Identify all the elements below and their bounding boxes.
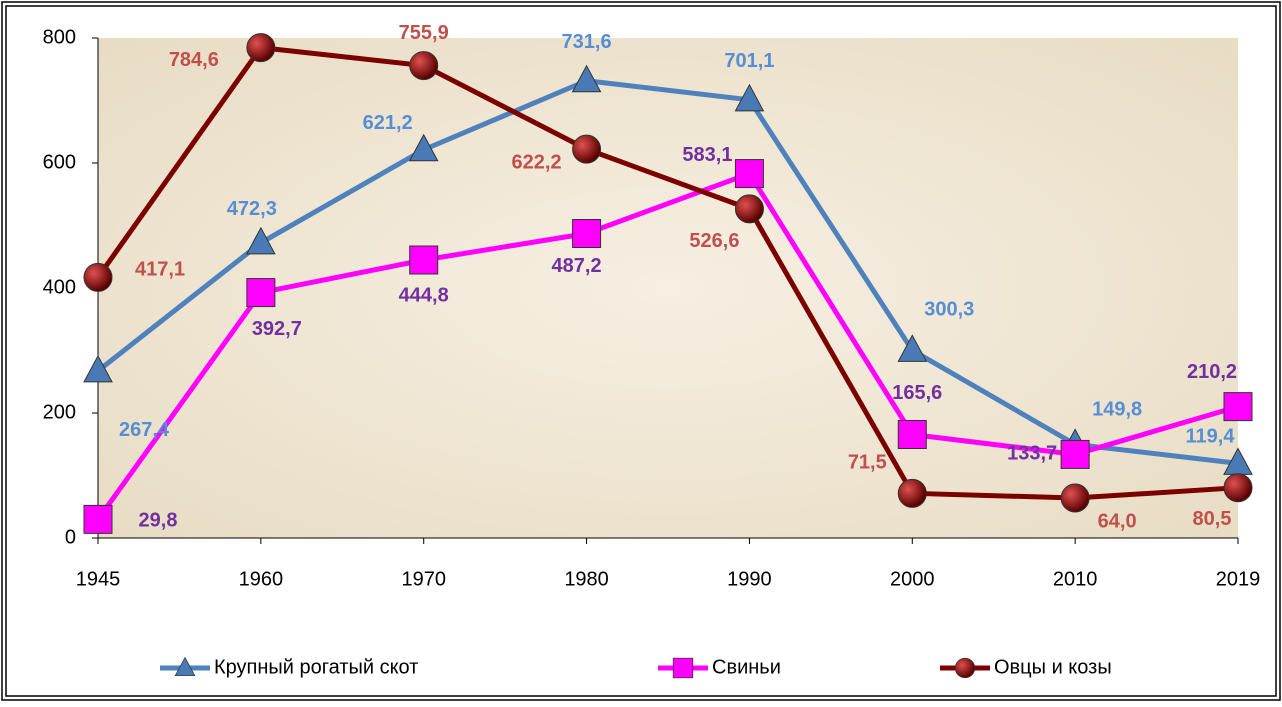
data-point bbox=[83, 504, 113, 534]
data-point bbox=[83, 262, 113, 292]
data-label: 29,8 bbox=[139, 510, 178, 532]
data-label: 417,1 bbox=[135, 259, 185, 281]
data-point bbox=[897, 420, 927, 449]
x-tick-label: 2019 bbox=[1216, 568, 1261, 590]
series-line bbox=[96, 78, 1239, 466]
data-label: 80,5 bbox=[1193, 508, 1232, 530]
data-point bbox=[409, 51, 439, 81]
x-tick-label: 1945 bbox=[76, 568, 121, 590]
data-label: 487,2 bbox=[552, 255, 602, 277]
data-point bbox=[897, 478, 927, 508]
legend-marker bbox=[672, 657, 694, 679]
data-label: 472,3 bbox=[227, 198, 277, 220]
data-label: 701,1 bbox=[724, 50, 774, 72]
data-point bbox=[1223, 473, 1253, 503]
y-tick-label: 800 bbox=[43, 26, 76, 48]
legend-label: Свиньи bbox=[712, 656, 781, 678]
data-label: 300,3 bbox=[924, 299, 974, 321]
data-label: 731,6 bbox=[562, 31, 612, 53]
data-point bbox=[572, 134, 602, 164]
data-label: 621,2 bbox=[363, 112, 413, 134]
data-label: 210,2 bbox=[1187, 361, 1237, 383]
data-point bbox=[571, 64, 602, 93]
data-label: 64,0 bbox=[1098, 510, 1137, 532]
legend-label: Овцы и козы bbox=[994, 656, 1112, 678]
data-label: 133,7 bbox=[1007, 443, 1057, 465]
data-label: 622,2 bbox=[512, 151, 562, 173]
y-tick-label: 0 bbox=[65, 526, 76, 548]
legend-marker bbox=[954, 657, 976, 679]
data-point bbox=[1060, 483, 1090, 513]
y-tick-label: 200 bbox=[43, 401, 76, 423]
data-label: 165,6 bbox=[892, 382, 942, 404]
data-label: 149,8 bbox=[1092, 399, 1142, 421]
data-point bbox=[1060, 439, 1090, 469]
x-tick-label: 1980 bbox=[564, 568, 609, 590]
data-point bbox=[246, 226, 276, 255]
x-tick-label: 2010 bbox=[1053, 568, 1098, 590]
x-tick-label: 2000 bbox=[890, 568, 935, 590]
data-label: 755,9 bbox=[399, 22, 449, 44]
y-tick-label: 400 bbox=[43, 276, 76, 298]
data-point bbox=[734, 159, 764, 189]
x-tick-label: 1960 bbox=[239, 568, 284, 590]
data-point bbox=[897, 334, 928, 362]
data-label: 526,6 bbox=[689, 230, 739, 252]
series-line bbox=[95, 45, 1239, 501]
legend-marker bbox=[174, 656, 196, 677]
data-point bbox=[409, 245, 439, 275]
x-tick-label: 1970 bbox=[401, 568, 446, 590]
data-label: 392,7 bbox=[252, 318, 302, 340]
series-line bbox=[95, 171, 1239, 521]
inner-frame bbox=[5, 5, 1277, 697]
data-point bbox=[246, 278, 276, 308]
data-point bbox=[83, 354, 113, 383]
legend-label: Крупный рогатый скот bbox=[214, 656, 418, 678]
data-label: 444,8 bbox=[399, 284, 449, 306]
data-label: 267,4 bbox=[119, 419, 170, 441]
data-point bbox=[734, 83, 765, 112]
x-tick-label: 1990 bbox=[727, 568, 772, 590]
data-point bbox=[734, 194, 764, 224]
data-point bbox=[572, 219, 602, 248]
data-label: 119,4 bbox=[1186, 426, 1236, 448]
data-point bbox=[246, 33, 276, 63]
data-point bbox=[1223, 392, 1253, 422]
data-label: 583,1 bbox=[682, 144, 732, 166]
data-point bbox=[408, 133, 439, 162]
y-tick-label: 600 bbox=[43, 151, 76, 173]
data-label: 71,5 bbox=[848, 452, 887, 474]
data-label: 784,6 bbox=[169, 49, 219, 71]
